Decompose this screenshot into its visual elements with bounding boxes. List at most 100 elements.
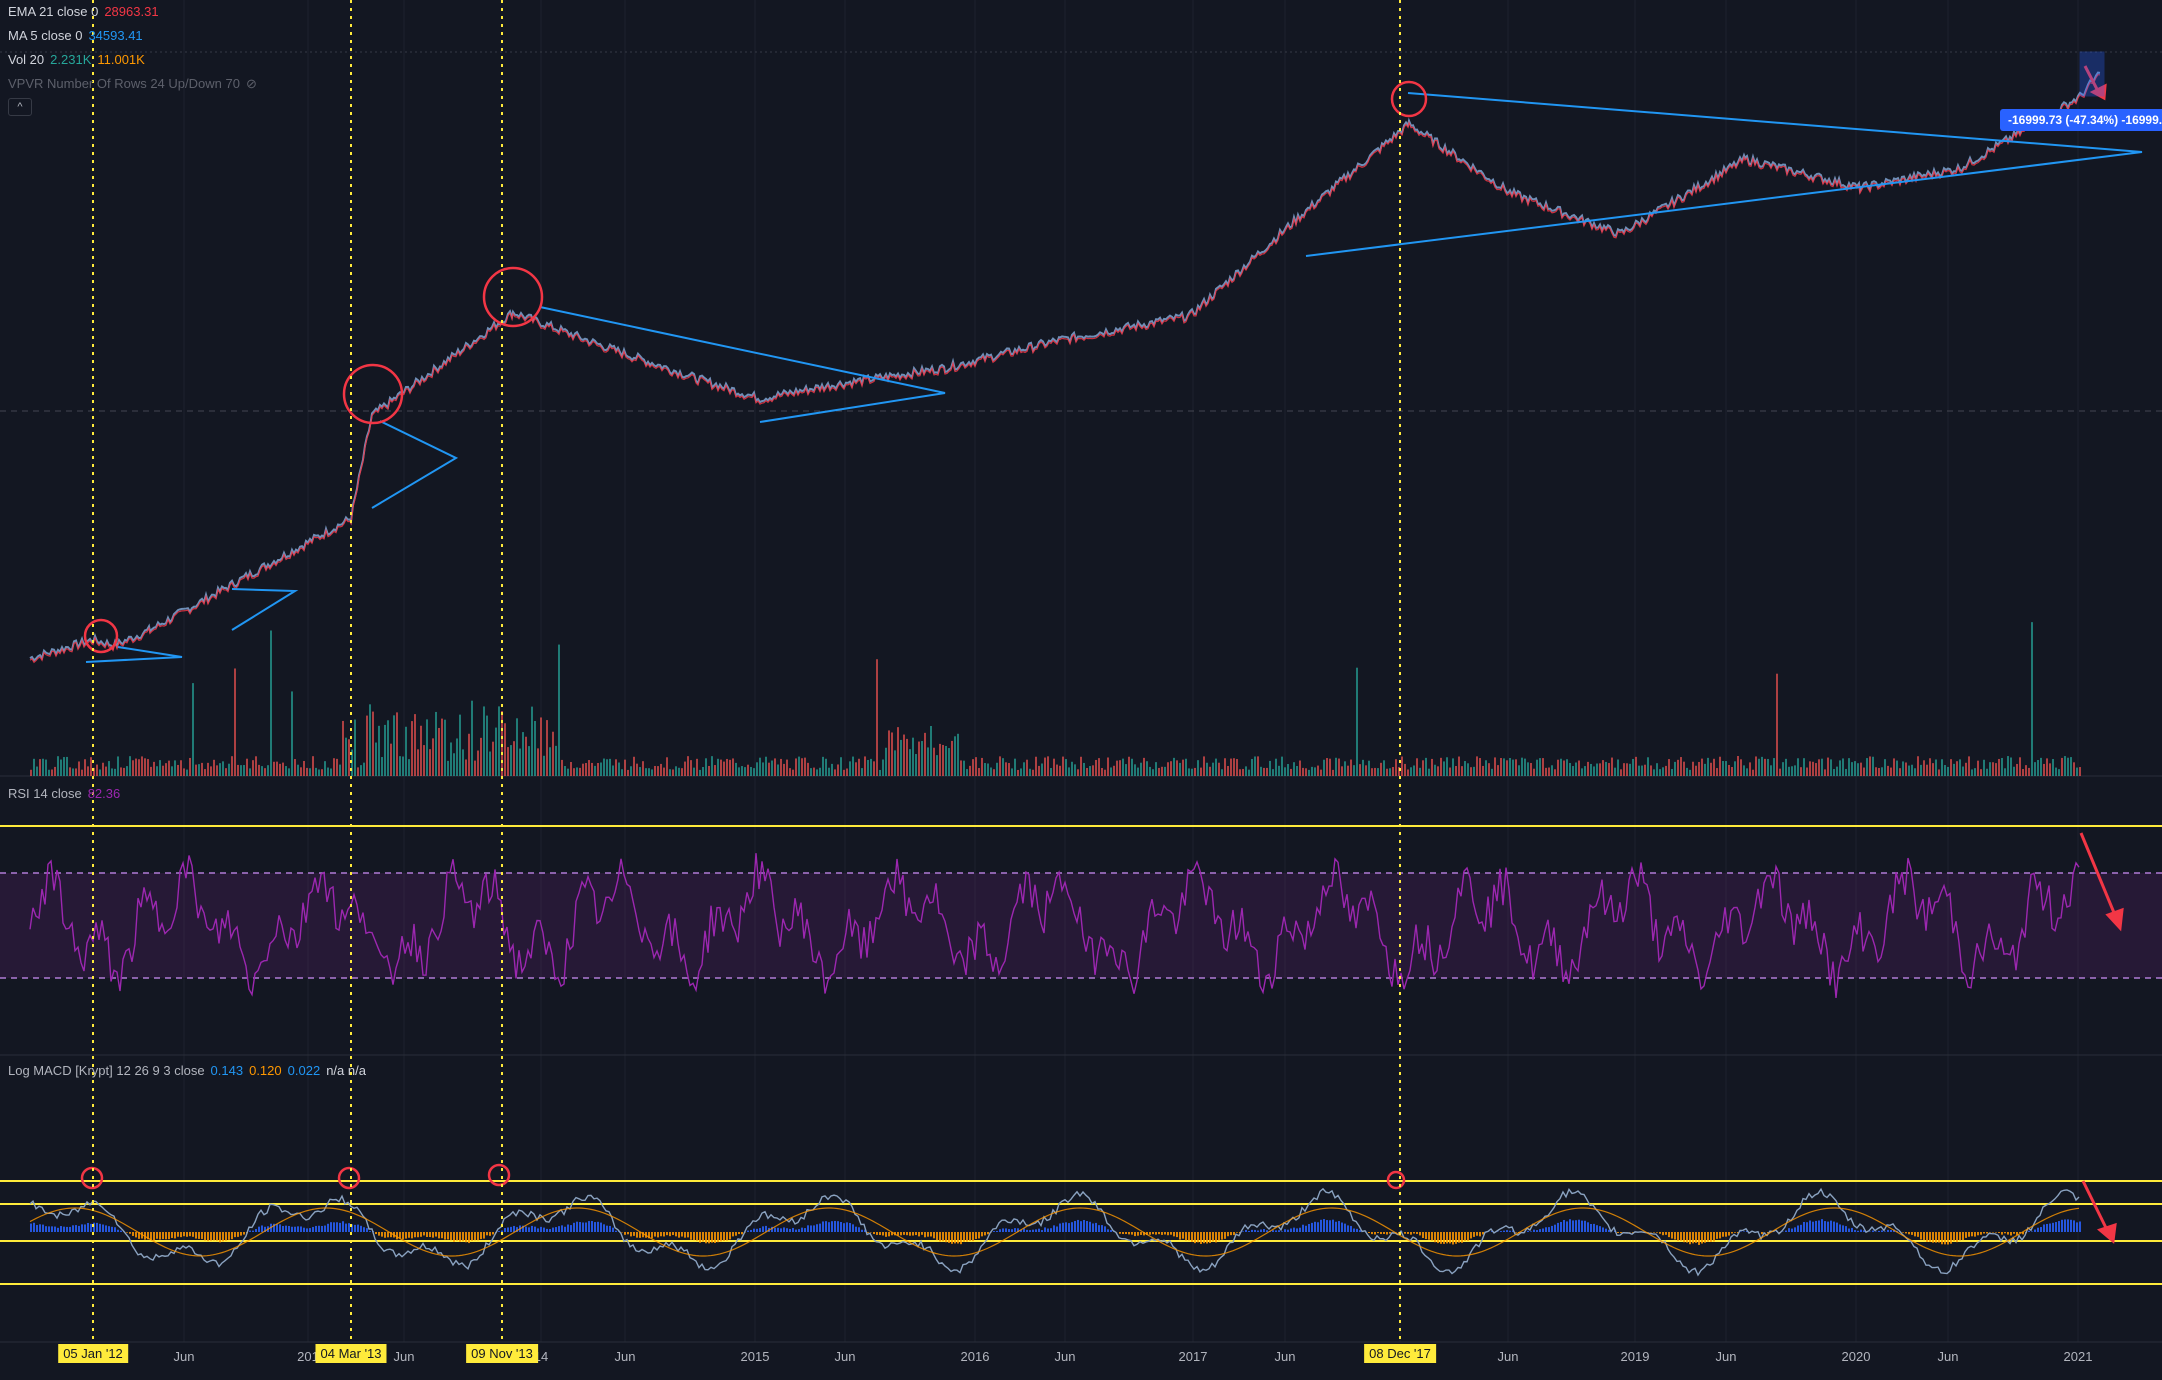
macd-histogram-bar <box>237 1232 239 1237</box>
volume-bar <box>1221 769 1223 776</box>
volume-bar <box>684 761 686 776</box>
volume-bar <box>1125 764 1127 776</box>
volume-bar <box>561 759 563 776</box>
volume-bar <box>1185 758 1187 776</box>
volume-bar <box>2037 759 2039 776</box>
macd-histogram-bar <box>1491 1231 1493 1232</box>
volume-bar <box>972 759 974 776</box>
macd-histogram-bar <box>753 1228 755 1232</box>
macd-histogram-bar <box>1077 1219 1079 1232</box>
volume-bar <box>1464 761 1466 776</box>
macd-histogram-bar <box>234 1232 236 1238</box>
volume-bar <box>1140 762 1142 776</box>
macd-histogram-bar <box>1341 1222 1343 1232</box>
macd-histogram-bar <box>1062 1222 1064 1232</box>
macd-histogram-bar <box>1122 1232 1124 1235</box>
macd-histogram-bar <box>1668 1232 1670 1238</box>
volume-bar <box>948 748 950 776</box>
volume-bar <box>657 766 659 776</box>
volume-bar <box>1287 764 1289 776</box>
macd-histogram-bar <box>1425 1232 1427 1240</box>
macd-histogram-bar <box>2052 1222 2054 1232</box>
volume-bar <box>1248 769 1250 776</box>
macd-histogram-bar <box>1584 1220 1586 1232</box>
volume-bar <box>1722 760 1724 776</box>
volume-bar <box>2028 767 2030 776</box>
volume-bar <box>1038 765 1040 776</box>
x-axis-label: Jun <box>1715 1349 1737 1364</box>
volume-bar <box>2058 769 2060 776</box>
volume-bar <box>1470 767 1472 776</box>
volume-bar <box>1524 758 1526 776</box>
volume-bar <box>2004 768 2006 776</box>
volume-bar <box>1605 761 1607 776</box>
macd-histogram-bar <box>1326 1220 1328 1232</box>
macd-histogram-bar <box>297 1226 299 1232</box>
macd-legend-v4: n/a n/a <box>326 1063 366 1078</box>
volume-bar <box>1170 761 1172 776</box>
volume-bar <box>318 769 320 776</box>
macd-histogram-bar <box>255 1229 257 1232</box>
macd-histogram-bar <box>1182 1232 1184 1239</box>
volume-bar <box>1044 757 1046 776</box>
trend-triangle-4 <box>539 306 946 423</box>
volume-bar <box>558 644 560 776</box>
volume-bar <box>1236 759 1238 776</box>
volume-bar <box>1545 767 1547 776</box>
volume-bar <box>1434 764 1436 776</box>
volume-bar <box>1968 756 1970 776</box>
volume-bar <box>1059 765 1061 776</box>
eye-hidden-icon[interactable]: ⊘ <box>245 76 257 91</box>
macd-histogram-bar <box>432 1232 434 1238</box>
volume-bar <box>1731 767 1733 776</box>
volume-bar <box>1638 765 1640 776</box>
macd-histogram-bar <box>1209 1232 1211 1244</box>
volume-bar <box>444 719 446 776</box>
volume-bar <box>1110 767 1112 776</box>
date-marker-label: 05 Jan '12 <box>58 1344 128 1363</box>
volume-bar <box>315 767 317 776</box>
volume-bar <box>882 759 884 776</box>
volume-bar <box>1035 756 1037 776</box>
macd-histogram-bar <box>1818 1220 1820 1232</box>
volume-bar <box>1623 763 1625 776</box>
volume-bar <box>84 759 86 776</box>
volume-bar <box>1455 766 1457 776</box>
macd-histogram-bar <box>1548 1227 1550 1232</box>
macd-histogram-bar <box>93 1222 95 1232</box>
volume-bar <box>1743 765 1745 776</box>
macd-histogram-bar <box>1359 1230 1361 1232</box>
volume-bar <box>2070 757 2072 776</box>
volume-bar <box>1902 761 1904 776</box>
volume-bar <box>927 747 929 776</box>
volume-bar <box>783 763 785 776</box>
macd-histogram-bar <box>1536 1230 1538 1232</box>
volume-bar <box>45 759 47 776</box>
macd-histogram-bar <box>597 1221 599 1232</box>
volume-bar <box>1842 758 1844 776</box>
rsi-legend-value: 82.36 <box>87 786 121 801</box>
volume-bar <box>555 745 557 776</box>
macd-histogram-bar <box>354 1224 356 1232</box>
volume-bar <box>1266 767 1268 776</box>
volume-bar <box>873 761 875 776</box>
volume-bar <box>1410 767 1412 776</box>
macd-histogram-bar <box>1038 1228 1040 1232</box>
volume-bar <box>1497 765 1499 776</box>
macd-histogram-bar <box>1356 1228 1358 1232</box>
macd-histogram-bar <box>732 1232 734 1237</box>
macd-histogram-bar <box>1686 1232 1688 1243</box>
macd-histogram-bar <box>1023 1228 1025 1232</box>
volume-bar <box>999 756 1001 776</box>
volume-bar <box>2043 763 2045 776</box>
macd-histogram-bar <box>849 1222 851 1232</box>
volume-bar <box>1980 769 1982 776</box>
volume-bar <box>117 756 119 776</box>
macd-histogram-bar <box>1440 1232 1442 1244</box>
volume-bar <box>1854 761 1856 776</box>
macd-histogram-bar <box>1632 1232 1634 1233</box>
volume-bar <box>1845 768 1847 776</box>
collapse-legend-button[interactable]: ^ <box>8 98 32 116</box>
macd-histogram-bar <box>291 1226 293 1232</box>
